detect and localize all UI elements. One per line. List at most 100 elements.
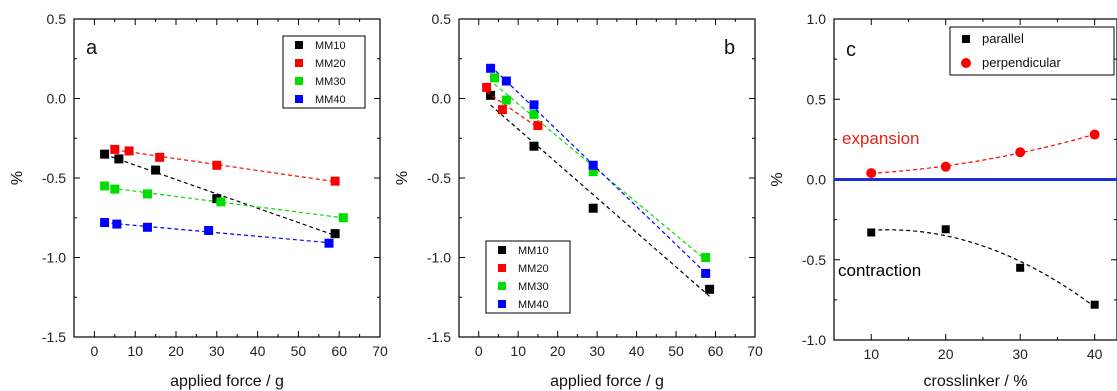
data-point-MM10 xyxy=(529,141,539,151)
plot-area xyxy=(482,63,715,297)
panel-b: 0 10 20 30 40 50 60 70 0.5 0.0 -0.5 -1.0 -1.5 applied… xyxy=(394,11,763,390)
legend-label-MM10: MM10 xyxy=(315,40,346,52)
legend-marker-MM10 xyxy=(295,41,303,49)
data-point-MM10 xyxy=(100,149,110,159)
legend-label-MM20: MM20 xyxy=(518,263,549,275)
y-tick-label: -0.5 xyxy=(42,170,66,186)
x-tick-label: 10 xyxy=(127,343,143,359)
series-parallel xyxy=(867,225,1099,309)
data-point-MM20 xyxy=(533,121,543,131)
data-point-MM10 xyxy=(588,203,598,213)
x-tick-label: 70 xyxy=(747,343,763,359)
x-tick-label: 30 xyxy=(209,343,225,359)
x-tick-label: 0 xyxy=(475,343,483,359)
fit-line-MM20 xyxy=(486,91,539,129)
series-MM20 xyxy=(110,144,340,186)
data-point-MM40 xyxy=(486,63,496,73)
panel-letter: a xyxy=(86,37,98,59)
x-tick-label: 40 xyxy=(629,343,645,359)
data-point-MM10 xyxy=(705,284,715,294)
y-tick-label: -1.0 xyxy=(42,250,66,266)
fit-line-MM40 xyxy=(104,222,330,244)
data-point-parallel xyxy=(867,228,876,237)
data-point-MM40 xyxy=(701,268,711,278)
data-point-perpendicular xyxy=(866,168,877,179)
y-tick-label: 0.0 xyxy=(47,91,67,107)
series-MM10 xyxy=(486,90,715,297)
data-point-parallel xyxy=(941,225,950,234)
x-tick-label: 20 xyxy=(168,343,184,359)
data-point-MM40 xyxy=(501,76,511,86)
data-point-MM10 xyxy=(330,229,340,239)
legend-marker-MM10 xyxy=(498,246,506,254)
legend: MM10 MM20 MM30 MM40 xyxy=(282,35,366,109)
fit-line-parallel xyxy=(871,229,1096,308)
legend-marker-MM40 xyxy=(498,300,506,308)
x-axis-label: crosslinker / % xyxy=(923,373,1027,390)
y-tick-label: 0.5 xyxy=(47,11,67,27)
legend-marker-MM20 xyxy=(295,59,303,67)
y-tick-label: -1.0 xyxy=(802,332,826,348)
plot-area xyxy=(834,129,1117,309)
fit-line-MM20 xyxy=(114,149,336,183)
data-point-MM40 xyxy=(142,222,152,232)
y-tick-label: 0.0 xyxy=(432,91,452,107)
data-point-MM10 xyxy=(486,90,496,100)
data-point-MM20 xyxy=(497,105,507,115)
series-MM30 xyxy=(490,73,711,262)
data-point-parallel xyxy=(1016,263,1025,272)
legend-label-MM40: MM40 xyxy=(518,299,549,311)
data-point-MM30 xyxy=(529,109,539,119)
x-tick-label: 30 xyxy=(589,343,605,359)
data-point-MM10 xyxy=(151,165,161,175)
y-tick-label: 1.0 xyxy=(807,11,827,27)
y-tick-label: 0.5 xyxy=(807,91,827,107)
panel-c: 10 20 30 40 1.0 0.5 0.0 -0.5 -1.0 crosslinker / %… xyxy=(769,11,1117,390)
data-point-MM20 xyxy=(212,160,222,170)
legend-label-perpendicular: perpendicular xyxy=(982,55,1061,70)
y-tick-label: -1.5 xyxy=(42,329,66,345)
legend-label-parallel: parallel xyxy=(982,31,1024,46)
x-axis-label: applied force / g xyxy=(170,373,284,390)
x-tick-label: 60 xyxy=(708,343,724,359)
panel-letter: b xyxy=(724,37,735,59)
x-tick-label: 50 xyxy=(668,343,684,359)
data-point-MM40 xyxy=(529,100,539,110)
data-point-MM20 xyxy=(155,152,165,162)
data-point-MM40 xyxy=(588,160,598,170)
x-tick-label: 0 xyxy=(91,343,99,359)
y-tick-label: -1.0 xyxy=(427,250,451,266)
fit-line-perpendicular xyxy=(871,133,1095,174)
legend-box xyxy=(949,26,1115,76)
x-tick-label: 40 xyxy=(250,343,266,359)
x-axis-label: applied force / g xyxy=(550,373,664,390)
y-tick-label: -1.5 xyxy=(427,329,451,345)
legend-label-MM10: MM10 xyxy=(518,245,549,257)
data-point-MM10 xyxy=(114,154,124,164)
legend-label-MM30: MM30 xyxy=(518,281,549,293)
data-point-MM20 xyxy=(110,144,120,154)
legend: MM10 MM20 MM30 MM40 xyxy=(485,240,571,314)
series-MM20 xyxy=(482,82,543,131)
legend-marker-MM30 xyxy=(295,77,303,85)
data-point-MM30 xyxy=(501,95,511,105)
y-tick-label: 0.0 xyxy=(807,172,827,188)
y-axis-label: % xyxy=(769,172,786,186)
x-tick-label: 10 xyxy=(863,346,879,362)
data-point-MM40 xyxy=(204,225,214,235)
x-tick-label: 60 xyxy=(331,343,347,359)
data-point-parallel xyxy=(1090,300,1099,309)
annotation-expansion: expansion xyxy=(842,129,920,148)
y-tick-label: -0.5 xyxy=(802,252,826,268)
y-axis-label: % xyxy=(394,171,411,185)
plot-area xyxy=(100,144,348,248)
legend-label-MM30: MM30 xyxy=(315,76,346,88)
y-tick-label: 0.5 xyxy=(432,11,452,27)
x-tick-label: 50 xyxy=(291,343,307,359)
y-tick-label: -0.5 xyxy=(427,170,451,186)
legend: parallel perpendicular xyxy=(949,26,1115,76)
y-axis-label: % xyxy=(9,171,26,185)
data-point-MM30 xyxy=(588,167,598,177)
fit-line-MM40 xyxy=(490,65,707,274)
